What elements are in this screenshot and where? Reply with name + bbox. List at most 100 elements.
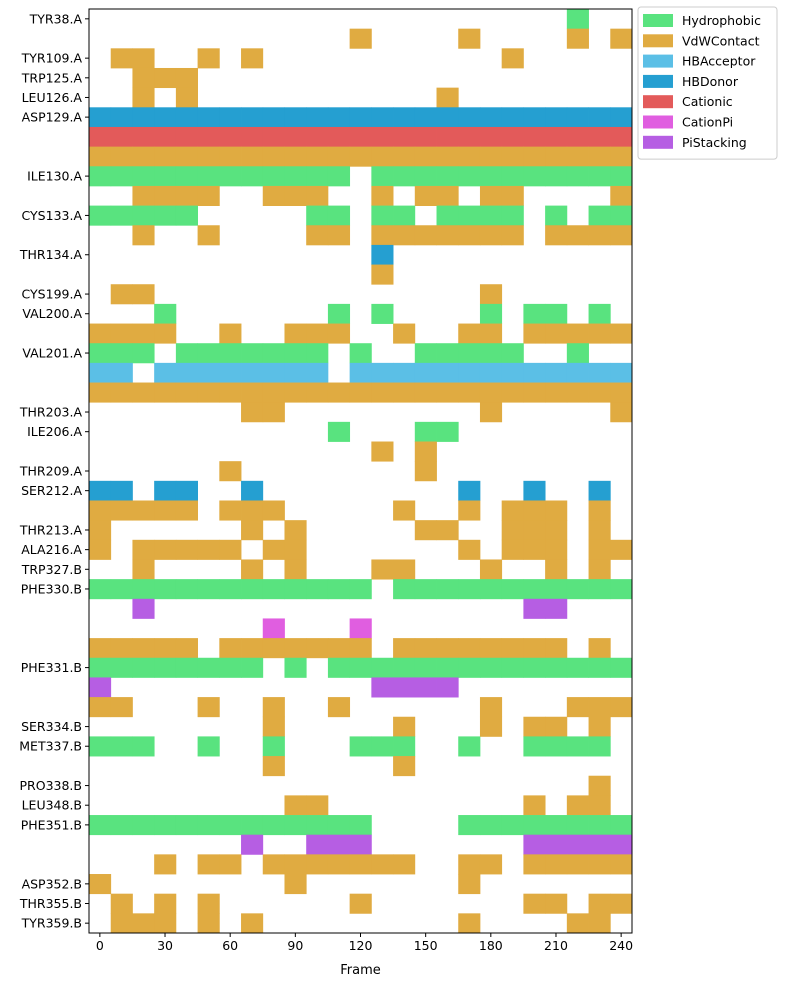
heatmap-cell	[566, 107, 589, 128]
heatmap-cell	[436, 205, 459, 226]
heatmap-cell	[610, 893, 633, 914]
heatmap-cell	[197, 343, 220, 364]
heatmap-cell	[241, 166, 264, 187]
heatmap-cell	[566, 854, 589, 875]
heatmap-cell	[89, 362, 112, 383]
heatmap-cell	[545, 854, 568, 875]
heatmap-cell	[175, 126, 198, 148]
heatmap-cell	[306, 185, 329, 206]
heatmap-cell	[501, 362, 524, 383]
heatmap-cell	[523, 382, 546, 403]
heatmap-cell	[349, 382, 372, 403]
heatmap-cell	[610, 126, 633, 148]
heatmap-cell	[501, 520, 524, 541]
heatmap-cell	[610, 697, 633, 718]
heatmap-cell	[523, 126, 546, 148]
heatmap-cell	[545, 893, 568, 914]
y-tick-label: ILE206.A	[27, 424, 82, 439]
y-tick-label: SER334.B	[21, 719, 82, 734]
heatmap-cell	[327, 205, 351, 226]
heatmap-cell	[523, 166, 546, 187]
heatmap-cell	[523, 579, 546, 600]
heatmap-cell	[306, 815, 329, 836]
heatmap-cell	[371, 559, 394, 580]
heatmap-cell	[610, 657, 633, 678]
heatmap-cell	[523, 834, 546, 855]
heatmap-cell	[327, 697, 351, 718]
heatmap-cell	[458, 854, 481, 875]
heatmap-cell	[523, 362, 546, 383]
heatmap-cell	[262, 402, 285, 423]
heatmap-cell	[436, 146, 459, 167]
heatmap-cell	[371, 736, 394, 757]
heatmap-cell	[262, 185, 285, 206]
heatmap-cell	[501, 657, 524, 678]
y-axis: TYR38.A TYR109.A TRP125.A LEU126.A ASP129.A I…	[19, 11, 89, 931]
heatmap-cell	[393, 166, 416, 187]
heatmap-cell	[610, 205, 633, 226]
heatmap-cell	[132, 539, 155, 560]
heatmap-cell	[545, 146, 568, 167]
heatmap-cell	[610, 146, 633, 167]
heatmap-cell	[284, 185, 307, 206]
heatmap-cell	[175, 343, 198, 364]
heatmap-cell	[479, 303, 503, 324]
heatmap-cell	[436, 677, 459, 698]
heatmap-cell	[306, 205, 329, 226]
heatmap-cell	[393, 756, 416, 777]
heatmap-cell	[284, 520, 307, 541]
heatmap-cell	[89, 126, 112, 148]
heatmap-cell	[588, 205, 611, 226]
heatmap-cell	[197, 146, 220, 167]
heatmap-cell	[479, 815, 503, 836]
y-tick-label: THR134.A	[19, 247, 83, 262]
heatmap-cell	[262, 343, 285, 364]
heatmap-cell	[545, 126, 568, 148]
heatmap-cell	[154, 146, 177, 167]
x-tick-label: 120	[349, 938, 373, 953]
heatmap-cell	[327, 303, 351, 324]
heatmap-cell	[414, 362, 437, 383]
heatmap-cell	[89, 166, 112, 187]
heatmap-cell	[110, 736, 133, 757]
heatmap-cell	[436, 185, 459, 206]
heatmap-cell	[610, 402, 633, 423]
heatmap-cell	[479, 579, 503, 600]
heatmap-cell	[458, 815, 481, 836]
heatmap-cell	[284, 795, 307, 816]
heatmap-cell	[479, 107, 503, 128]
heatmap-cell	[566, 323, 589, 344]
heatmap-cell	[197, 48, 220, 69]
heatmap-cell	[566, 913, 589, 934]
heatmap-cell	[262, 146, 285, 167]
heatmap-cell	[110, 48, 133, 69]
heatmap-cell	[414, 146, 437, 167]
heatmap-cell	[588, 775, 611, 796]
heatmap-cell	[610, 362, 633, 383]
heatmap-cell	[262, 126, 285, 148]
heatmap-cell	[458, 736, 481, 757]
heatmap-cell	[458, 480, 481, 501]
heatmap-cell	[458, 225, 481, 246]
heatmap-cell	[588, 736, 611, 757]
heatmap-cell	[262, 854, 285, 875]
heatmap-cell	[154, 382, 177, 403]
heatmap-cell	[219, 579, 242, 600]
legend-label: Hydrophobic	[682, 13, 761, 28]
heatmap-cell	[414, 461, 437, 482]
heatmap-cell	[89, 539, 112, 560]
heatmap-cell	[327, 382, 351, 403]
heatmap-cell	[175, 87, 198, 108]
x-tick-label: 180	[479, 938, 503, 953]
y-tick-label: PHE330.B	[21, 581, 82, 596]
heatmap-cell	[197, 225, 220, 246]
heatmap-cell	[132, 67, 155, 89]
heatmap-cell	[545, 559, 568, 580]
heatmap-cell	[132, 657, 155, 678]
heatmap-cell	[371, 166, 394, 187]
heatmap-cell	[436, 382, 459, 403]
heatmap-cell	[241, 382, 264, 403]
heatmap-cell	[479, 146, 503, 167]
heatmap-cell	[175, 362, 198, 383]
heatmap-cell	[393, 500, 416, 521]
